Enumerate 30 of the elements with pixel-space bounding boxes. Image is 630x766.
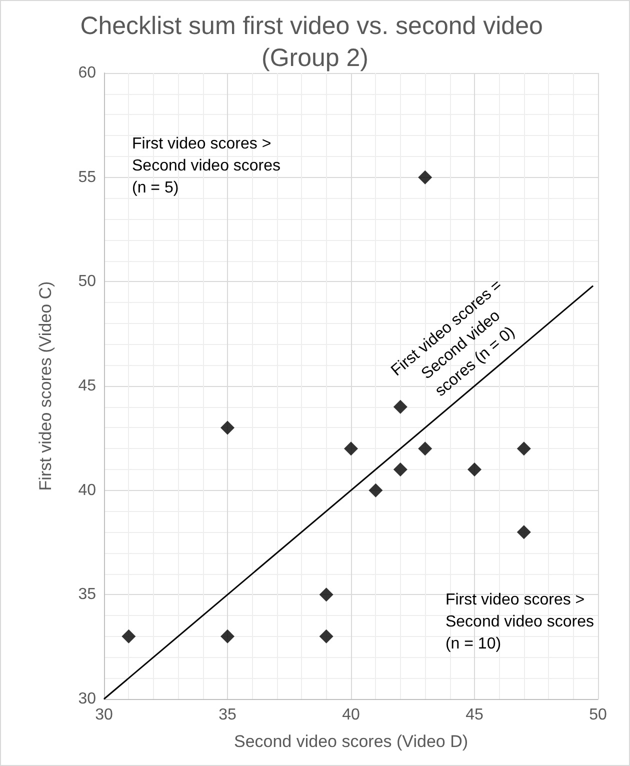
y-tick-label: 50 xyxy=(78,273,96,290)
point xyxy=(220,420,234,435)
x-axis-title: Second video scores (Video D) xyxy=(234,732,468,751)
x-tick-label: 30 xyxy=(95,706,113,724)
point xyxy=(418,170,432,184)
point xyxy=(319,629,334,644)
y-tick-label: 35 xyxy=(78,586,96,604)
point xyxy=(393,400,408,414)
point xyxy=(220,629,234,644)
point xyxy=(418,442,432,456)
x-tick-label: 50 xyxy=(589,706,607,724)
point xyxy=(516,442,531,456)
y-tick-label: 45 xyxy=(78,378,96,394)
x-tick-label: 45 xyxy=(466,706,484,724)
annotation: First video scores > Second video scores (n = 5) xyxy=(132,136,281,196)
point xyxy=(344,442,358,456)
point xyxy=(516,525,531,540)
y-tick-label: 30 xyxy=(78,690,96,708)
annotation: First video scores > Second video scores (n = 10) xyxy=(445,592,594,652)
point xyxy=(468,462,482,476)
y-tick-label: 40 xyxy=(78,482,96,499)
x-tick-label: 35 xyxy=(218,706,236,724)
point xyxy=(319,588,334,602)
y-tick-label: 55 xyxy=(78,168,96,186)
y-tick-label: 60 xyxy=(78,64,96,82)
point xyxy=(393,462,408,476)
point xyxy=(368,483,383,498)
y-axis-title: First video scores (Video C) xyxy=(36,281,55,491)
x-tick-label: 40 xyxy=(342,706,360,724)
point xyxy=(122,629,136,644)
